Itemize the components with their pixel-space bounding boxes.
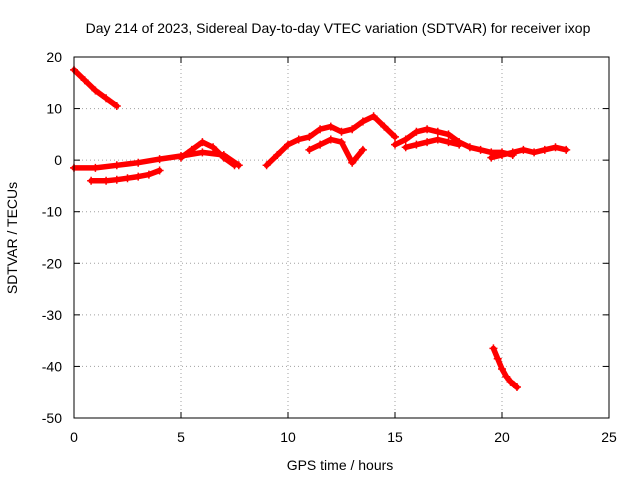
x-axis-label: GPS time / hours bbox=[287, 457, 394, 473]
chart-title: Day 214 of 2023, Sidereal Day-to-day VTE… bbox=[86, 20, 591, 36]
grid bbox=[74, 57, 609, 418]
x-tick-label: 25 bbox=[601, 429, 617, 445]
x-tick-label: 5 bbox=[177, 429, 185, 445]
y-tick-label: 10 bbox=[46, 101, 62, 117]
y-tick-label: -40 bbox=[42, 358, 62, 374]
y-tick-label: -50 bbox=[42, 410, 62, 426]
y-tick-label: -10 bbox=[42, 204, 62, 220]
y-tick-label: 20 bbox=[46, 49, 62, 65]
y-tick-label: 0 bbox=[54, 152, 62, 168]
data-point bbox=[87, 177, 95, 185]
series-group bbox=[70, 66, 570, 391]
y-axis-label: SDTVAR / TECUs bbox=[4, 182, 20, 294]
x-tick-label: 10 bbox=[280, 429, 296, 445]
y-tick-label: -30 bbox=[42, 307, 62, 323]
series-arc-6 bbox=[309, 140, 363, 163]
y-tick-label: -20 bbox=[42, 255, 62, 271]
x-tick-label: 15 bbox=[387, 429, 403, 445]
x-tick-label: 0 bbox=[70, 429, 78, 445]
x-tick-label: 20 bbox=[494, 429, 510, 445]
plot-frame bbox=[74, 57, 609, 418]
series-arc-8 bbox=[406, 140, 460, 148]
chart: Day 214 of 2023, Sidereal Day-to-day VTE… bbox=[0, 0, 640, 480]
